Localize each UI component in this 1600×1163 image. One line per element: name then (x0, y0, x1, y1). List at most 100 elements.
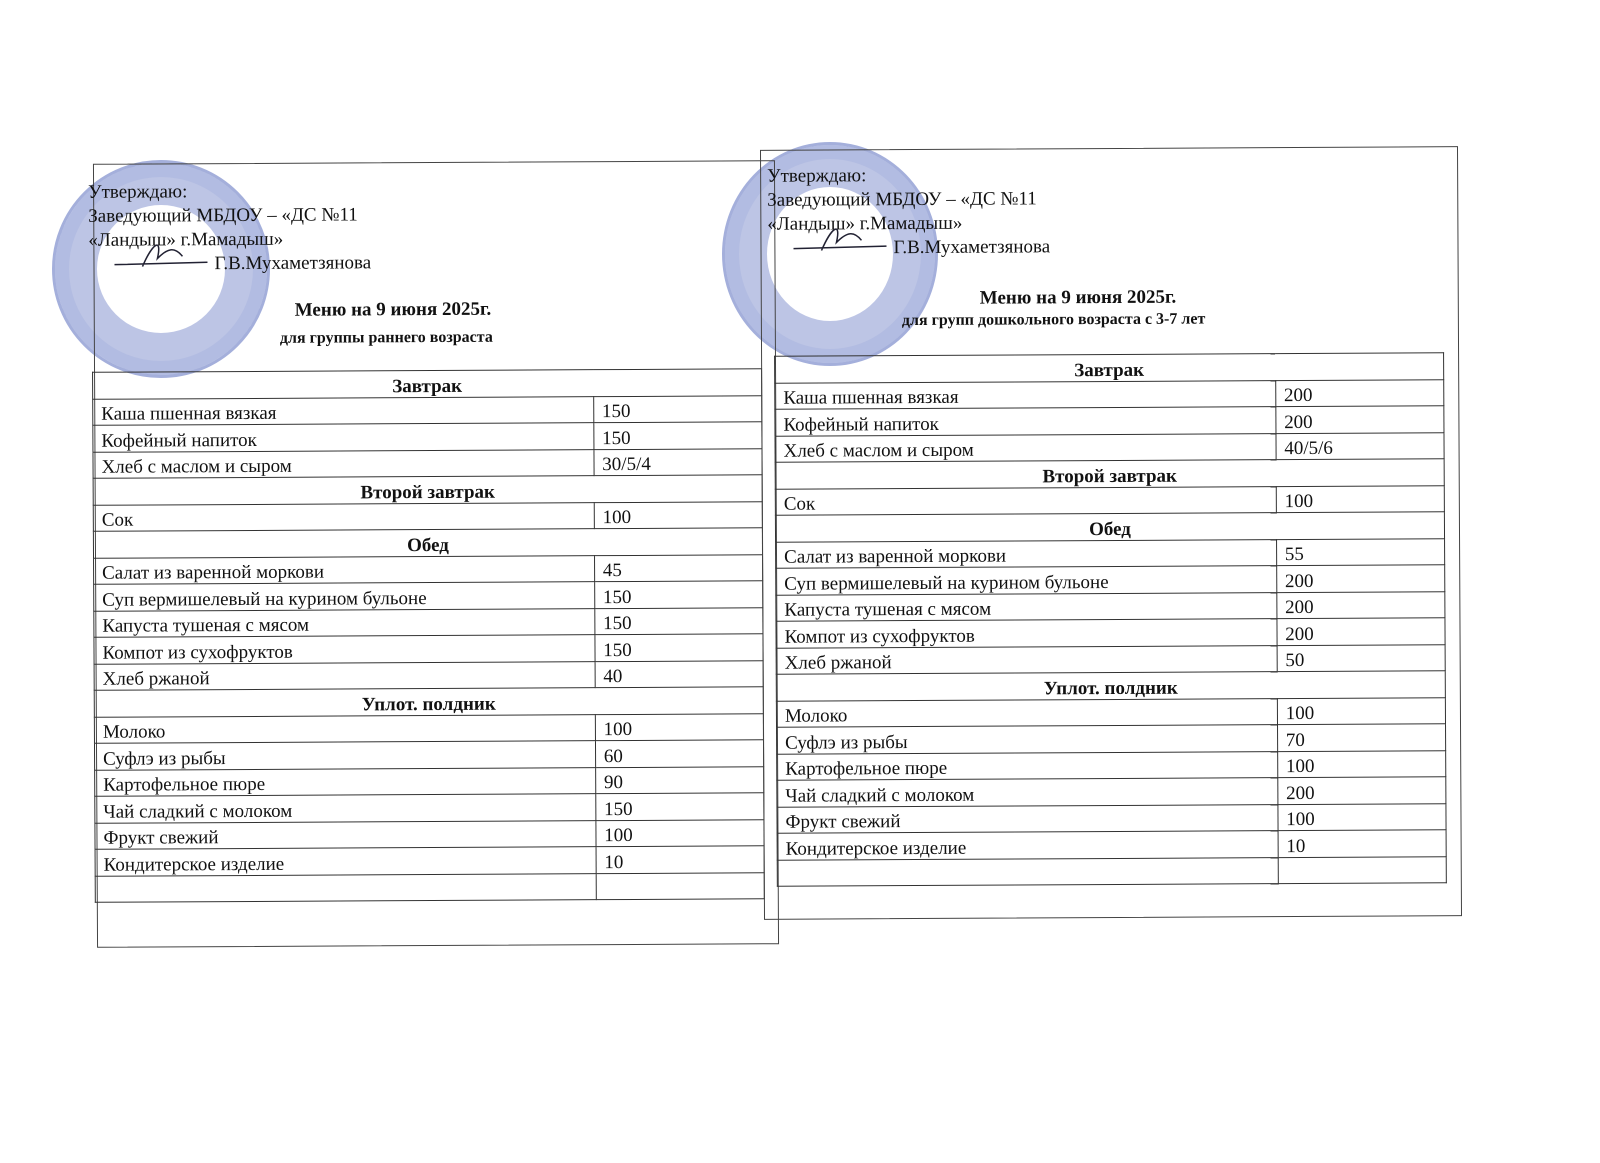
table-row: Суп вермишелевый на курином бульоне 200 (775, 564, 1445, 595)
portion-weight: 70 (1277, 723, 1446, 752)
table-row: Салат из варенной моркови 45 (93, 554, 763, 585)
table-row: Хлеб ржаной 50 (776, 644, 1446, 675)
dish-name: Кондитерское изделие (777, 830, 1278, 860)
approval-position: Заведующий МБДОУ – «ДС №11 (767, 188, 1037, 211)
dish-name: Картофельное пюре (776, 751, 1278, 781)
table-row: Суфлэ из рыбы 60 (94, 739, 764, 770)
table-row: Сок 100 (93, 501, 763, 532)
dish-name: Кофейный напиток (774, 406, 1276, 436)
signature-icon (793, 228, 887, 251)
portion-weight: 55 (1276, 538, 1445, 566)
dish-name: Молоко (776, 698, 1278, 728)
portion-weight: 30/5/4 (593, 448, 763, 476)
dish-name: Чай сладкий с молоком (94, 793, 596, 823)
portion-weight: 150 (594, 633, 764, 662)
section-name: Обед (93, 527, 763, 558)
menu-subtitle: для групп дошкольного возраста с 3-7 лет (901, 310, 1206, 330)
portion-weight: 10 (1277, 829, 1447, 858)
portion-weight: 200 (1276, 564, 1445, 593)
table-row: Картофельное пюре 90 (94, 766, 764, 797)
section-header-row: Обед (93, 527, 763, 558)
portion-weight: 100 (595, 819, 765, 847)
section-header-row: Обед (775, 511, 1445, 542)
table-row: Чай сладкий с молоком 200 (776, 776, 1446, 807)
portion-weight: 10 (595, 845, 765, 874)
portion-weight: 200 (1277, 776, 1446, 805)
portion-weight: 200 (1276, 591, 1445, 619)
approval-block: Утверждаю: Заведующий МБДОУ – «ДС №11 «Л… (767, 163, 1050, 260)
dish-name: Каша пшенная вязкая (774, 380, 1276, 410)
dish-name: Фрукт свежий (94, 820, 596, 850)
table-row: Кондитерское изделие 10 (95, 845, 765, 876)
dish-name: Сок (93, 502, 595, 532)
portion-weight: 200 (1276, 617, 1446, 646)
table-row: Чай сладкий с молоком 150 (94, 792, 764, 823)
dish-name (95, 873, 597, 903)
table-row: Хлеб ржаной 40 (94, 660, 764, 691)
portion-weight: 100 (1277, 803, 1447, 831)
portion-weight: 100 (1275, 485, 1445, 513)
dish-name: Компот из сухофруктов (93, 634, 595, 664)
approval-heading: Утверждаю: (88, 181, 188, 203)
section-name: Второй завтрак (93, 474, 763, 505)
dish-name: Суп вермишелевый на курином бульоне (93, 581, 595, 611)
menu-title: Меню на 9 июня 2025г. (294, 298, 492, 321)
table-row: Суп вермишелевый на курином бульоне 150 (93, 580, 763, 611)
portion-weight (1277, 856, 1447, 884)
table-row: Каша пшенная вязкая 150 (92, 395, 762, 426)
table-row: Капуста тушеная с мясом 150 (93, 607, 763, 638)
table-row (95, 872, 765, 903)
table-row: Хлеб с маслом и сыром 40/5/6 (774, 432, 1445, 463)
section-name: Завтрак (92, 368, 762, 399)
dish-name: Картофельное пюре (94, 767, 596, 797)
section-name: Завтрак (774, 352, 1444, 383)
portion-weight: 150 (595, 792, 764, 821)
table-row: Каша пшенная вязкая 200 (774, 379, 1444, 410)
table-row: Компот из сухофруктов 200 (775, 617, 1446, 648)
section-header-row: Завтрак (92, 368, 762, 399)
table-row: Салат из варенной моркови 55 (775, 538, 1445, 569)
dish-name: Компот из сухофруктов (775, 618, 1277, 648)
dish-name: Сок (775, 486, 1277, 516)
table-row: Капуста тушеная с мясом 200 (775, 591, 1445, 622)
portion-weight: 100 (595, 713, 764, 741)
portion-weight: 100 (593, 501, 763, 529)
portion-weight: 50 (1276, 644, 1446, 672)
dish-name (777, 857, 1279, 887)
dish-name: Молоко (94, 714, 596, 744)
approval-block: Утверждаю: Заведующий МБДОУ – «ДС №11 «Л… (88, 179, 371, 276)
section-name: Уплот. полдник (94, 686, 764, 717)
dish-name: Фрукт свежий (776, 804, 1278, 834)
table-row: Кофейный напиток 200 (774, 405, 1444, 436)
table-row: Фрукт свежий 100 (94, 819, 765, 850)
dish-name: Хлеб с маслом и сыром (774, 433, 1276, 463)
table-row: Молоко 100 (776, 697, 1446, 728)
portion-weight: 90 (595, 766, 764, 794)
table-row: Компот из сухофруктов 150 (93, 633, 764, 664)
portion-weight: 60 (595, 739, 764, 768)
portion-weight: 100 (1277, 697, 1446, 725)
dish-name: Суфлэ из рыбы (776, 724, 1278, 754)
menu-table: Завтрак Каша пшенная вязкая 200 Кофейный на… (774, 352, 1447, 887)
table-row: Молоко 100 (94, 713, 764, 744)
menu-subtitle: для группы раннего возраста (279, 328, 493, 347)
table-row: Кофейный напиток 150 (92, 421, 762, 452)
portion-weight (595, 872, 765, 900)
approval-signer: Г.В.Мухаметзянова (767, 228, 1050, 260)
dish-name: Салат из варенной моркови (775, 539, 1277, 569)
dish-name: Кондитерское изделие (95, 846, 596, 876)
dish-name: Чай сладкий с молоком (776, 777, 1278, 807)
dish-name: Хлеб ржаной (94, 661, 595, 691)
section-header-row: Второй завтрак (775, 458, 1445, 489)
section-name: Обед (775, 511, 1445, 542)
portion-weight: 150 (593, 421, 762, 450)
table-row: Кондитерское изделие 10 (777, 829, 1447, 860)
dish-name: Хлеб с маслом и сыром (92, 449, 594, 479)
dish-name: Капуста тушеная с мясом (775, 592, 1277, 622)
portion-weight: 200 (1275, 405, 1444, 434)
approval-heading: Утверждаю: (767, 165, 867, 187)
section-header-row: Второй завтрак (93, 474, 763, 505)
dish-name: Салат из варенной моркови (93, 555, 595, 585)
portion-weight: 100 (1277, 750, 1446, 778)
table-row: Хлеб с маслом и сыром 30/5/4 (92, 448, 763, 479)
